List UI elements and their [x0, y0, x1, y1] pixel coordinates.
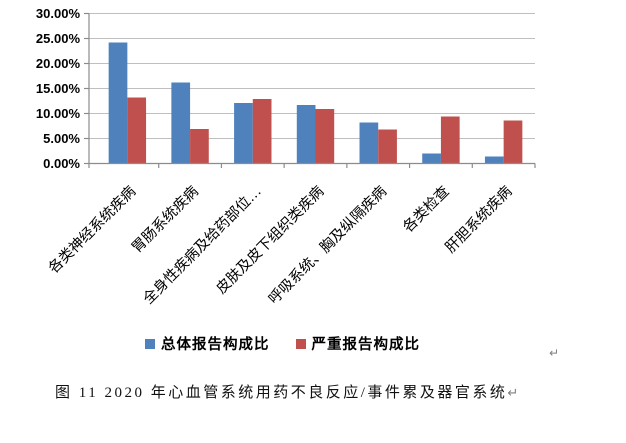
y-tick-label: 0.00%	[43, 156, 80, 171]
bar	[190, 129, 209, 164]
y-tick-label: 10.00%	[36, 106, 81, 121]
figure-caption: 图 11 2020 年心血管系统用药不良反应/事件累及器官系统↵	[55, 381, 518, 402]
category-label: 各类神经系统疾病	[45, 183, 139, 277]
bar	[359, 122, 379, 164]
bar	[171, 82, 191, 164]
bar	[422, 153, 441, 164]
legend-label-serious: 严重报告构成比	[311, 337, 420, 353]
bar	[440, 116, 460, 164]
bar	[252, 99, 272, 164]
category-label: 全身性疾病及给药部位…	[139, 182, 265, 308]
category-label: 肝胆系统疾病	[442, 183, 516, 257]
legend-swatch-blue	[145, 338, 155, 349]
category-label: 各类检查	[400, 183, 453, 236]
bar	[484, 156, 504, 164]
y-tick-label: 25.00%	[36, 31, 81, 46]
bar	[127, 97, 147, 164]
y-tick-label: 15.00%	[36, 81, 81, 96]
y-tick-label: 5.00%	[43, 131, 80, 146]
chart-legend: 总体报告构成比 严重报告构成比	[145, 333, 420, 354]
embedded-bar-chart[interactable]: 0.00% 5.00% 10.00% 15.00% 20.00% 25.00% 30.00%…	[0, 0, 626, 332]
legend-item-total: 总体报告构成比	[145, 333, 270, 354]
legend-swatch-red	[295, 338, 306, 349]
legend-label-total: 总体报告构成比	[161, 337, 270, 353]
bar	[315, 109, 335, 164]
category-label: 呼吸系统、胸及纵隔疾病	[265, 183, 390, 308]
legend-item-serious: 严重报告构成比	[295, 333, 421, 354]
bar	[108, 42, 128, 164]
paragraph-mark-icon: ↵	[507, 386, 519, 401]
bar	[503, 120, 523, 164]
category-label: 皮肤及皮下组织类疾病	[213, 183, 328, 298]
paragraph-mark-icon: ↵	[549, 346, 560, 360]
bar	[296, 105, 316, 164]
y-tick-label: 30.00%	[36, 6, 81, 21]
caption-text: 图 11 2020 年心血管系统用药不良反应/事件累及器官系统	[55, 385, 508, 401]
bar	[234, 103, 253, 164]
y-tick-label: 20.00%	[36, 56, 81, 71]
bar	[378, 129, 397, 164]
